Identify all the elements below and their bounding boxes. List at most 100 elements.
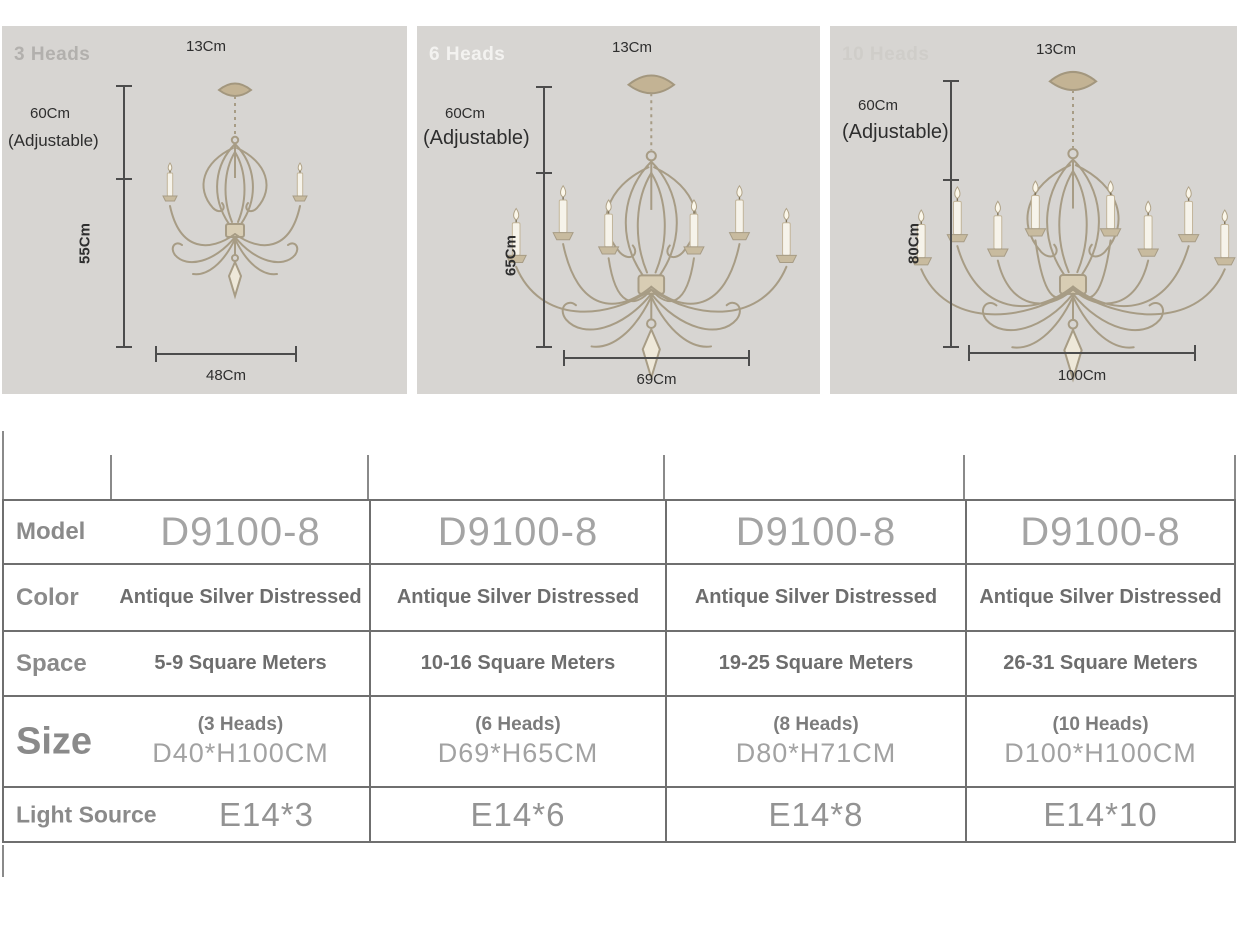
tick: [295, 346, 297, 362]
size-value: D40*H100CM: [152, 738, 329, 768]
bottom-width-label: 69Cm: [636, 371, 677, 388]
panel-title: 10 Heads: [842, 44, 930, 65]
bottom-width-label: 100Cm: [1057, 367, 1107, 384]
body-height-label: 55Cm: [76, 223, 94, 264]
space-cell-4: 26-31 Square Meters: [965, 632, 1234, 695]
tick: [968, 345, 970, 361]
light-source-value: E14*10: [1043, 795, 1158, 833]
table-gridline-stub: [2, 845, 4, 877]
light-source-value: E14*6: [470, 795, 566, 833]
vertical-dimension-line: [116, 85, 132, 348]
chain-length-label: 60Cm: [30, 105, 71, 122]
tick: [536, 346, 552, 348]
chandelier-drawing-10-heads: [910, 70, 1236, 381]
adjustable-note: (Adjustable): [8, 131, 99, 150]
color-value: Antique Silver Distressed: [979, 586, 1222, 608]
size-value: D69*H65CM: [437, 738, 599, 768]
table-gridline-stub: [963, 455, 965, 499]
adjustable-note: (Adjustable): [842, 121, 949, 143]
table-gridline-stub: [367, 455, 369, 499]
tick: [116, 85, 132, 87]
chain-length-label: 60Cm: [858, 97, 899, 114]
size-value: D100*H100CM: [1004, 738, 1197, 768]
space-cell-1: Space 5-9 Square Meters: [4, 632, 369, 695]
light-source-cell-2: E14*6: [369, 788, 665, 841]
body-height-label: 80Cm: [905, 223, 923, 264]
space-row-label: Space: [16, 649, 87, 677]
adjustable-note: (Adjustable): [423, 127, 530, 149]
tick: [536, 86, 552, 88]
table-gridline-stub: [663, 455, 665, 499]
space-cell-2: 10-16 Square Meters: [369, 632, 665, 695]
color-cell-2: Antique Silver Distressed: [369, 565, 665, 630]
color-value: Antique Silver Distressed: [694, 586, 938, 608]
space-value: 10-16 Square Meters: [420, 652, 616, 674]
panel-title: 3 Heads: [14, 44, 91, 65]
tick: [116, 178, 132, 180]
tick: [563, 350, 565, 366]
table-gridline-stub: [2, 431, 4, 499]
specification-table: Model D9100-8 D9100-8 D9100-8 D9100-8 Co…: [2, 499, 1236, 843]
model-value: D9100-8: [160, 509, 321, 554]
top-width-dimension: 13Cm: [185, 38, 227, 55]
tick: [116, 346, 132, 348]
model-cell-2: D9100-8: [369, 501, 665, 563]
space-cell-3: 19-25 Square Meters: [665, 632, 965, 695]
space-value: 5-9 Square Meters: [154, 652, 327, 674]
light-source-value: E14*8: [768, 795, 864, 833]
table-row-size: Size (3 Heads) D40*H100CM (6 Heads) D69*…: [4, 695, 1234, 786]
color-row-label: Color: [16, 583, 79, 611]
light-source-cell-4: E14*10: [965, 788, 1234, 841]
model-value: D9100-8: [735, 509, 897, 554]
size-heads: (6 Heads): [475, 714, 561, 735]
size-heads: (3 Heads): [197, 714, 284, 735]
model-value: D9100-8: [1020, 509, 1181, 554]
size-cell-3: (8 Heads) D80*H71CM: [665, 697, 965, 786]
dimension-panel-10-heads: 10 Heads 13Cm: [830, 26, 1237, 394]
light-source-row-label: Light Source: [16, 801, 157, 827]
space-value: 19-25 Square Meters: [718, 652, 914, 674]
color-cell-3: Antique Silver Distressed: [665, 565, 965, 630]
model-cell-4: D9100-8: [965, 501, 1234, 563]
top-width-dimension: 13Cm: [1035, 41, 1077, 58]
table-row-model: Model D9100-8 D9100-8 D9100-8 D9100-8: [4, 501, 1234, 563]
model-row-label: Model: [16, 518, 86, 545]
size-heads: (8 Heads): [773, 714, 859, 735]
tick: [1194, 345, 1196, 361]
table-row-space: Space 5-9 Square Meters 10-16 Square Met…: [4, 630, 1234, 695]
top-width-dimension: 13Cm: [611, 39, 653, 56]
chandelier-drawing-3-heads: [162, 82, 308, 297]
vertical-dimension-line: [943, 80, 959, 348]
tick: [943, 80, 959, 82]
table-gridline-stub: [110, 455, 112, 499]
space-value: 26-31 Square Meters: [1003, 652, 1198, 674]
size-cell-2: (6 Heads) D69*H65CM: [369, 697, 665, 786]
color-cell-4: Antique Silver Distressed: [965, 565, 1234, 630]
table-row-color: Color Antique Silver Distressed Antique …: [4, 563, 1234, 630]
bottom-width-label: 48Cm: [205, 367, 246, 384]
model-cell-1: Model D9100-8: [4, 501, 369, 563]
dimension-panel-6-heads: 6 Heads 13Cm 60Cm (Adjustabl: [417, 26, 820, 394]
tick: [943, 346, 959, 348]
model-cell-3: D9100-8: [665, 501, 965, 563]
vertical-dimension-line: [536, 86, 552, 348]
tick: [536, 172, 552, 174]
tick: [155, 346, 157, 362]
horizontal-dimension-line: [155, 346, 297, 362]
size-cell-1: Size (3 Heads) D40*H100CM: [4, 697, 369, 786]
panel-title: 6 Heads: [429, 44, 506, 65]
dimension-panel-3-heads: 3 Heads 13Cm 60Cm (Adjustable) 55Cm 48Cm: [2, 26, 407, 394]
light-source-cell-1: Light Source E14*3: [4, 788, 369, 841]
color-value: Antique Silver Distressed: [119, 586, 362, 608]
size-row-label: Size: [16, 720, 93, 762]
table-gridline-stub: [1234, 455, 1236, 499]
size-heads: (10 Heads): [1052, 714, 1149, 735]
tick: [748, 350, 750, 366]
light-source-cell-3: E14*8: [665, 788, 965, 841]
light-source-value: E14*3: [219, 795, 314, 833]
body-height-label: 65Cm: [502, 235, 520, 276]
horizontal-dimension-line: [968, 345, 1196, 361]
chain-length-label: 60Cm: [445, 105, 486, 122]
horizontal-dimension-line: [563, 350, 750, 366]
